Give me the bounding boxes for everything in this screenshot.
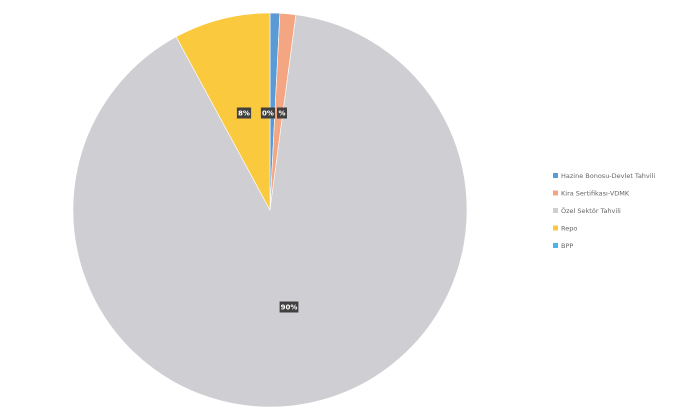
data-label-2: % (277, 107, 287, 119)
legend-item-2: Kira Sertifikası-VDMK (553, 190, 630, 198)
legend-label: Hazine Bonosu-Devlet Tahvili (561, 172, 655, 180)
data-label-box (260, 107, 276, 119)
legend-item-4: Repo (553, 225, 577, 233)
legend-swatch (553, 208, 558, 213)
data-label-box (277, 107, 287, 119)
pie-slices (72, 12, 468, 408)
data-label-1: 0% (260, 107, 276, 119)
pie-slice-3 (72, 14, 468, 408)
legend-label: Kira Sertifikası-VDMK (561, 190, 630, 198)
data-label-3: 90% (279, 301, 299, 313)
data-label-text: 0% (262, 110, 274, 118)
legend-swatch (553, 190, 558, 196)
legend-swatch (553, 173, 558, 178)
data-label-box (236, 107, 252, 119)
pie-data-labels: 0% % 90% 8% (236, 107, 299, 313)
data-label-4: 8% (236, 107, 252, 119)
data-label-text: 8% (238, 110, 250, 118)
legend-swatch (553, 225, 558, 231)
legend: Hazine Bonosu-Devlet Tahvili Kira Sertifi… (553, 172, 655, 250)
legend-item-3: Özel Sektör Tahvili (553, 206, 621, 215)
pie-slice-4 (175, 12, 271, 211)
legend-label: BPP (561, 242, 573, 250)
legend-item-1: Hazine Bonosu-Devlet Tahvili (553, 172, 655, 180)
data-label-text: 90% (281, 304, 298, 312)
data-label-box (279, 301, 299, 313)
legend-label: Repo (561, 225, 577, 233)
legend-label: Özel Sektör Tahvili (561, 206, 621, 215)
legend-swatch (553, 243, 558, 248)
data-label-text: % (278, 110, 285, 118)
legend-item-5: BPP (553, 242, 573, 250)
